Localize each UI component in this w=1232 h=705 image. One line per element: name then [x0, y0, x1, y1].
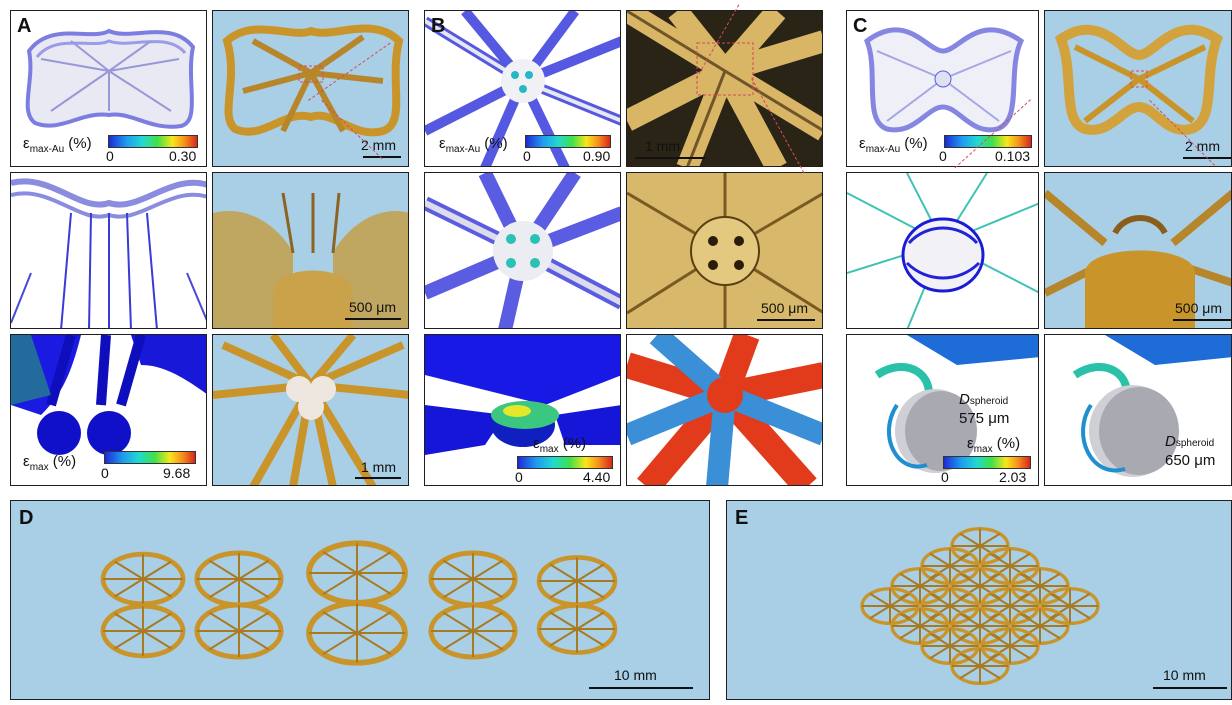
panel-a-colorbar-bot-max: 9.68	[163, 465, 191, 481]
panel-c-colorbar-top-max: 0.103	[995, 148, 1031, 164]
gold-structure	[428, 602, 518, 660]
gold-structure	[890, 566, 950, 606]
gold-structure	[950, 646, 1010, 686]
panel-c-colorbar-top-label: εmax-Au (%)	[859, 135, 928, 155]
gold-structure	[920, 626, 980, 666]
panel-d-photo: D 10 mm	[10, 500, 710, 700]
panel-c-scale-top: 2 mm	[1185, 138, 1220, 154]
panel-a-sim-top: A εmax-Au (%) 0 0.30	[10, 10, 207, 167]
panel-b-colorbar-top-min: 0	[523, 148, 531, 164]
gold-structure	[920, 586, 980, 626]
panel-d-letter: D	[19, 507, 34, 529]
panel-b-sim-top: B εmax-Au (%) 0 0.90	[424, 10, 621, 167]
panel-b-colorbar-top	[525, 135, 611, 148]
panel-a-scalebar-mid	[345, 318, 401, 320]
panel-e-photo: E 10 mm	[726, 500, 1232, 700]
panel-b-scalebar-mid	[757, 319, 815, 321]
gold-structure	[100, 603, 186, 659]
panel-d-scalebar	[589, 687, 693, 689]
panel-c-sim-mid	[846, 172, 1039, 329]
panel-b-scale-mid: 500 μm	[761, 300, 808, 316]
panel-a-colorbar-bot-label: εmax (%)	[23, 453, 77, 473]
panel-b-colorbar-bot-min: 0	[515, 469, 523, 485]
panel-a-scalebar-top	[363, 156, 401, 158]
panel-b-photo-mid: 500 μm	[626, 172, 823, 329]
panel-c-scale-mid: 500 μm	[1175, 300, 1222, 316]
gold-structure	[860, 586, 920, 626]
gold-structure	[980, 546, 1040, 586]
panel-c-strain-bot-2: Dspheroid 650 μm	[1044, 334, 1232, 486]
panel-e-structure-array	[860, 526, 1100, 686]
panel-c-scalebar-top	[1183, 157, 1231, 159]
panel-b-colorbar-bot-max: 4.40	[583, 469, 611, 485]
gold-structure	[536, 603, 618, 655]
gold-structure	[980, 586, 1040, 626]
panel-e-letter: E	[735, 507, 749, 529]
gold-structure	[1010, 606, 1070, 646]
panel-a-scale-top: 2 mm	[361, 137, 396, 153]
gold-structure	[950, 606, 1010, 646]
panel-a-sim-mid	[10, 172, 207, 329]
panel-c-colorbar-top-min: 0	[939, 148, 947, 164]
gold-structure	[1010, 566, 1070, 606]
panel-b-render-bot	[626, 334, 823, 486]
panel-a-colorbar-top-min: 0	[106, 148, 114, 164]
panel-e-scalebar	[1153, 687, 1227, 689]
gold-structure	[306, 600, 408, 666]
panel-b-letter: B	[431, 15, 446, 37]
panel-c-diameter-1: Dspheroid 575 μm	[959, 391, 1010, 427]
panel-b-scale-top: 1 mm	[645, 138, 680, 154]
gold-structure	[536, 555, 618, 607]
panel-c-colorbar-bot	[943, 456, 1031, 469]
panel-a-colorbar-top-label: εmax-Au (%)	[23, 135, 92, 155]
panel-a-photo-top: 2 mm	[212, 10, 409, 167]
gold-structure	[194, 550, 284, 608]
panel-b-photo-top: 1 mm	[626, 10, 823, 167]
gold-structure	[428, 550, 518, 608]
gold-structure	[950, 526, 1010, 566]
panel-a-photo-bot: 1 mm	[212, 334, 409, 486]
gold-structure	[194, 602, 284, 660]
panel-a-strain-bot: εmax (%) 0 9.68	[10, 334, 207, 486]
gold-structure	[100, 551, 186, 607]
panel-b-colorbar-bot-label: εmax (%)	[533, 435, 587, 455]
panel-c-photo-mid: 500 μm	[1044, 172, 1232, 329]
gold-structure	[306, 540, 408, 606]
panel-c-sim-top: C εmax-Au (%) 0 0.103	[846, 10, 1039, 167]
panel-a-scalebar-bot	[355, 477, 401, 479]
panel-a-scale-mid: 500 μm	[349, 299, 396, 315]
panel-c-colorbar-bot-min: 0	[941, 469, 949, 485]
gold-structure	[890, 606, 950, 646]
panel-b-colorbar-top-max: 0.90	[583, 148, 611, 164]
panel-a-colorbar-top	[108, 135, 198, 148]
panel-a-letter: A	[17, 15, 32, 37]
gold-structure	[980, 626, 1040, 666]
panel-d-scale: 10 mm	[614, 667, 657, 683]
panel-a-colorbar-bot	[104, 451, 196, 464]
panel-c-scalebar-mid	[1173, 319, 1231, 321]
panel-c-colorbar-bot-max: 2.03	[999, 469, 1027, 485]
panel-b-colorbar-bot	[517, 456, 613, 469]
panel-b-scalebar-top	[635, 157, 705, 159]
panel-e-scale: 10 mm	[1163, 667, 1206, 683]
gold-structure	[1040, 586, 1100, 626]
panel-c-photo-top: 2 mm	[1044, 10, 1232, 167]
panel-d-structure-array	[100, 540, 618, 666]
gold-structure	[950, 566, 1010, 606]
panel-c-diameter-2: Dspheroid 650 μm	[1165, 433, 1216, 469]
panel-b-strain-bot: εmax (%) 0 4.40	[424, 334, 621, 486]
panel-a-scale-bot: 1 mm	[361, 459, 396, 475]
panel-b-colorbar-top-label: εmax-Au (%)	[439, 135, 508, 155]
panel-b-sim-mid	[424, 172, 621, 329]
gold-structure	[920, 546, 980, 586]
panel-c-colorbar-top	[944, 135, 1032, 148]
panel-c-colorbar-bot-label: εmax (%)	[967, 435, 1021, 455]
panel-a-photo-mid: 500 μm	[212, 172, 409, 329]
panel-c-strain-bot-1: Dspheroid 575 μm εmax (%) 0 2.03	[846, 334, 1039, 486]
panel-a-colorbar-top-max: 0.30	[169, 148, 197, 164]
panel-c-letter: C	[853, 15, 868, 37]
panel-a-colorbar-bot-min: 0	[101, 465, 109, 481]
